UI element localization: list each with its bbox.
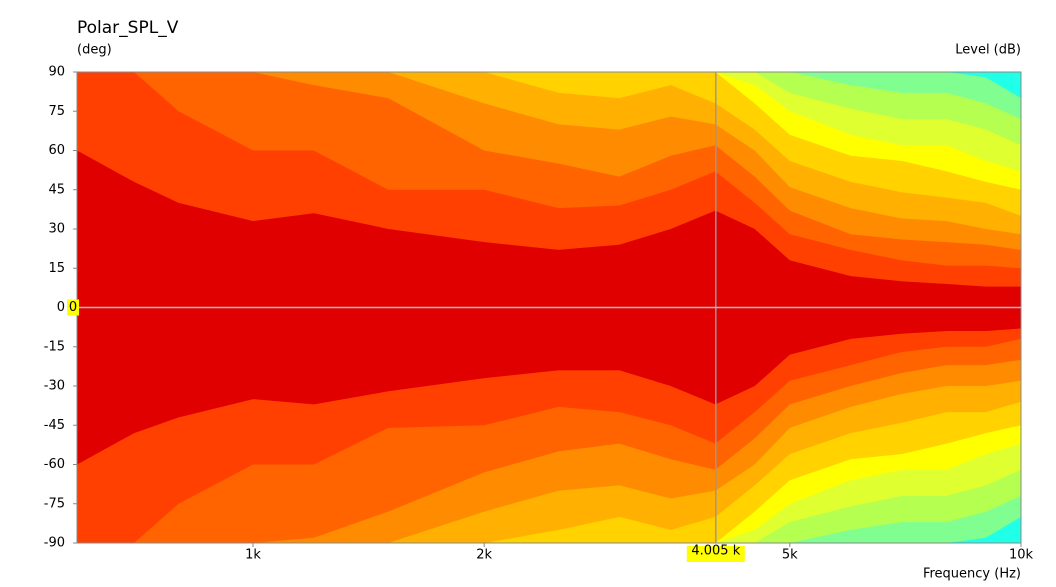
x-axis-label: Frequency (Hz): [923, 567, 1021, 582]
cursor-y-highlight: [67, 299, 79, 316]
x-tick-label: 10k: [1009, 548, 1034, 563]
y-tick-label: 60: [48, 143, 65, 158]
plot: [77, 72, 1021, 543]
y-tick-label: -45: [44, 418, 65, 433]
x-tick-label: 5k: [782, 548, 798, 563]
y-axis-label: (deg): [77, 43, 112, 58]
cursor-x-label: 4.005 k: [691, 544, 740, 559]
y-tick-label: 45: [48, 182, 65, 197]
y-tick-label: -15: [44, 339, 65, 354]
y-tick-label: 15: [48, 261, 65, 276]
x-tick-label: 2k: [476, 548, 492, 563]
y-tick-label: 75: [48, 104, 65, 119]
y-tick-label: -30: [44, 379, 65, 394]
y-tick-label: 90: [48, 65, 65, 80]
level-label: Level (dB): [955, 43, 1021, 58]
y-tick-label: -90: [44, 536, 65, 551]
y-tick-label: 0: [57, 300, 65, 315]
y-tick-label: -75: [44, 496, 65, 511]
y-tick-label: -60: [44, 457, 65, 472]
x-tick-label: 1k: [245, 548, 261, 563]
cursor-x-highlight: [686, 546, 745, 562]
chart-title: Polar_SPL_V: [77, 18, 179, 38]
cursor-y-label: 0: [69, 300, 77, 315]
y-tick-label: 30: [48, 222, 65, 237]
